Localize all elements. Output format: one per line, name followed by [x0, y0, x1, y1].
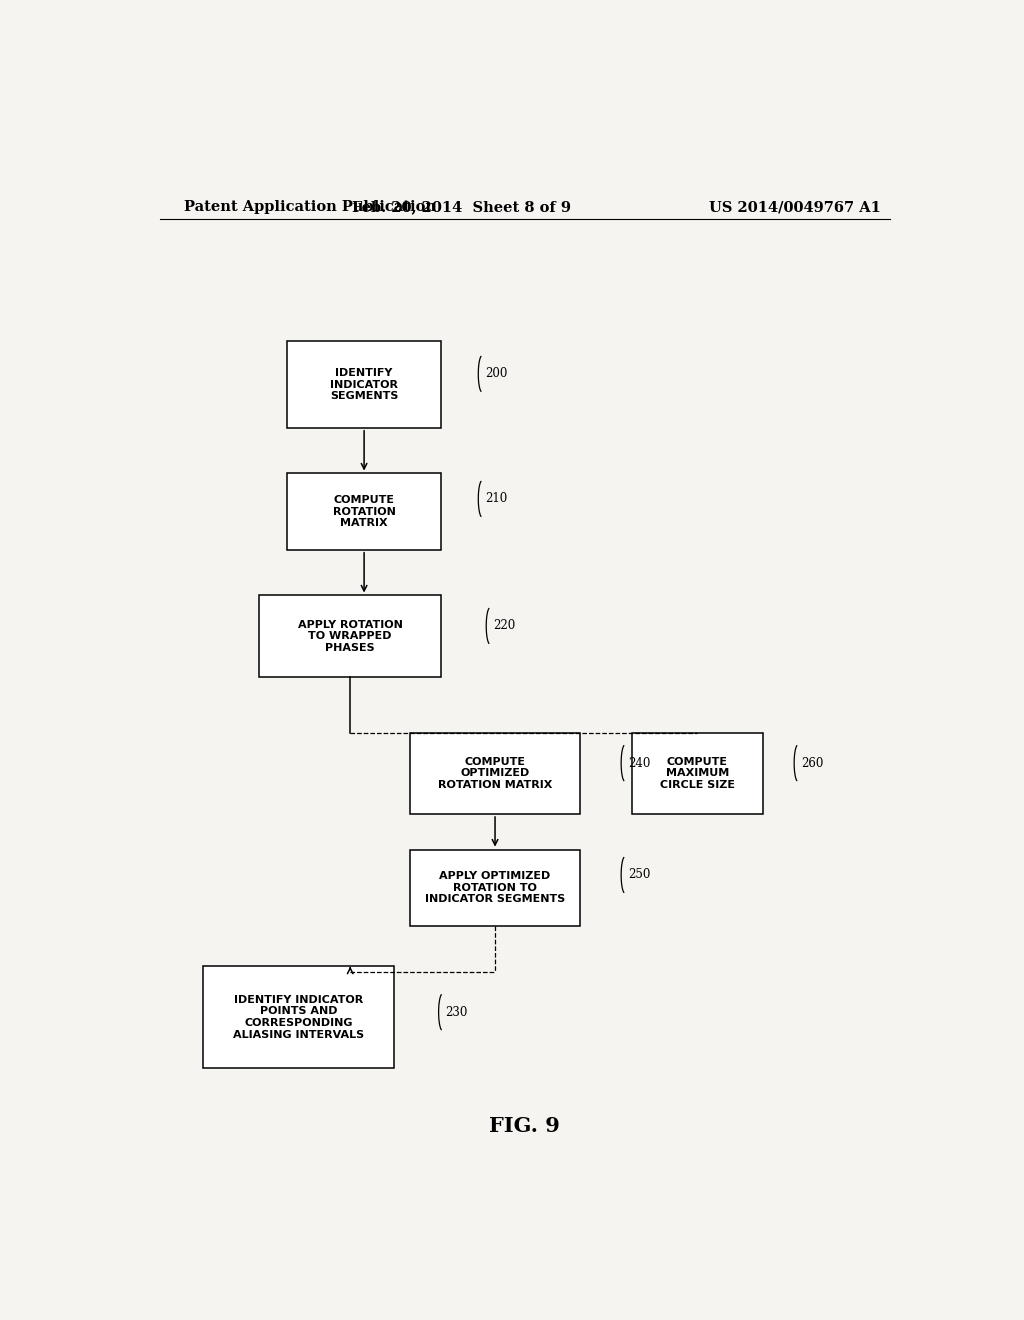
FancyBboxPatch shape — [632, 733, 763, 814]
Text: US 2014/0049767 A1: US 2014/0049767 A1 — [709, 201, 881, 214]
Text: Feb. 20, 2014  Sheet 8 of 9: Feb. 20, 2014 Sheet 8 of 9 — [352, 201, 570, 214]
Text: COMPUTE
ROTATION
MATRIX: COMPUTE ROTATION MATRIX — [333, 495, 395, 528]
Text: COMPUTE
MAXIMUM
CIRCLE SIZE: COMPUTE MAXIMUM CIRCLE SIZE — [659, 756, 735, 789]
Text: FIG. 9: FIG. 9 — [489, 1115, 560, 1137]
Text: 250: 250 — [628, 869, 650, 882]
FancyBboxPatch shape — [204, 966, 394, 1068]
Text: APPLY OPTIMIZED
ROTATION TO
INDICATOR SEGMENTS: APPLY OPTIMIZED ROTATION TO INDICATOR SE… — [425, 871, 565, 904]
Text: COMPUTE
OPTIMIZED
ROTATION MATRIX: COMPUTE OPTIMIZED ROTATION MATRIX — [438, 756, 552, 789]
Text: APPLY ROTATION
TO WRAPPED
PHASES: APPLY ROTATION TO WRAPPED PHASES — [298, 619, 402, 652]
Text: 200: 200 — [485, 367, 508, 380]
FancyBboxPatch shape — [287, 474, 441, 549]
FancyBboxPatch shape — [259, 595, 441, 677]
Text: 220: 220 — [494, 619, 515, 632]
FancyBboxPatch shape — [410, 850, 581, 925]
Text: IDENTIFY INDICATOR
POINTS AND
CORRESPONDING
ALIASING INTERVALS: IDENTIFY INDICATOR POINTS AND CORRESPOND… — [233, 995, 365, 1040]
Text: Patent Application Publication: Patent Application Publication — [183, 201, 435, 214]
Text: IDENTIFY
INDICATOR
SEGMENTS: IDENTIFY INDICATOR SEGMENTS — [330, 368, 398, 401]
Text: 230: 230 — [445, 1006, 468, 1019]
Text: 240: 240 — [628, 756, 650, 770]
FancyBboxPatch shape — [287, 342, 441, 428]
Text: 210: 210 — [485, 492, 507, 506]
FancyBboxPatch shape — [410, 733, 581, 814]
Text: 260: 260 — [801, 756, 823, 770]
